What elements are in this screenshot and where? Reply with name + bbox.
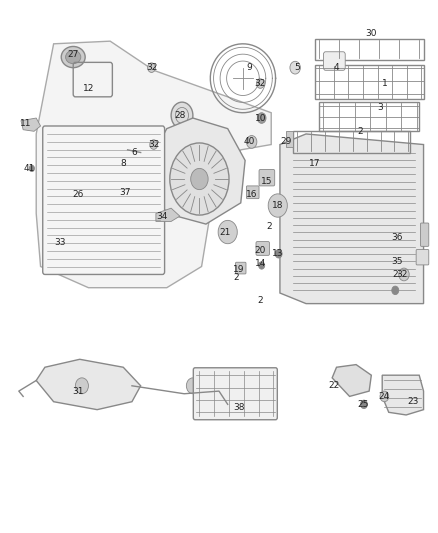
Text: 21: 21: [220, 228, 231, 237]
Polygon shape: [156, 208, 180, 221]
Circle shape: [218, 220, 237, 244]
Polygon shape: [149, 118, 245, 224]
Circle shape: [399, 268, 409, 281]
FancyBboxPatch shape: [256, 241, 269, 255]
FancyBboxPatch shape: [259, 169, 275, 186]
Bar: [319, 102, 419, 131]
Circle shape: [268, 194, 287, 217]
Text: 16: 16: [246, 190, 258, 199]
FancyBboxPatch shape: [416, 249, 429, 265]
Text: 24: 24: [379, 392, 390, 401]
Ellipse shape: [73, 180, 91, 209]
FancyBboxPatch shape: [323, 52, 345, 70]
Text: 1: 1: [381, 79, 387, 88]
Text: 8: 8: [120, 159, 126, 167]
Text: 29: 29: [281, 138, 292, 147]
Text: 13: 13: [272, 249, 283, 258]
FancyBboxPatch shape: [236, 262, 246, 274]
Circle shape: [247, 135, 257, 148]
Text: 35: 35: [392, 257, 403, 265]
Text: 25: 25: [357, 400, 368, 409]
Text: 20: 20: [254, 246, 266, 255]
Circle shape: [256, 79, 264, 88]
Text: 30: 30: [366, 29, 377, 38]
Text: 2: 2: [392, 270, 398, 279]
Text: 14: 14: [254, 260, 266, 268]
Text: 19: 19: [233, 265, 244, 273]
Text: 6: 6: [131, 148, 137, 157]
Ellipse shape: [61, 46, 85, 68]
Circle shape: [150, 140, 158, 149]
Polygon shape: [332, 365, 371, 397]
Text: 38: 38: [233, 402, 244, 411]
Text: 17: 17: [309, 159, 321, 167]
Circle shape: [75, 378, 88, 394]
Text: 37: 37: [120, 188, 131, 197]
Text: 2: 2: [358, 127, 363, 136]
Text: 32: 32: [148, 140, 159, 149]
Circle shape: [258, 262, 265, 269]
Text: 15: 15: [261, 177, 272, 186]
FancyBboxPatch shape: [193, 368, 277, 419]
Circle shape: [392, 286, 399, 295]
Text: 11: 11: [20, 119, 31, 128]
Polygon shape: [21, 118, 41, 131]
Text: 41: 41: [24, 164, 35, 173]
Bar: [115, 150, 136, 166]
Circle shape: [170, 143, 229, 215]
Polygon shape: [280, 134, 424, 304]
Text: 32: 32: [146, 63, 157, 72]
Text: 2: 2: [258, 296, 263, 305]
Text: 31: 31: [72, 386, 83, 395]
Text: 26: 26: [72, 190, 83, 199]
Text: 36: 36: [392, 233, 403, 242]
Text: 22: 22: [328, 381, 340, 390]
Text: 10: 10: [254, 114, 266, 123]
FancyBboxPatch shape: [117, 180, 138, 197]
Bar: [293, 131, 410, 152]
Ellipse shape: [66, 51, 81, 63]
Text: 40: 40: [244, 138, 255, 147]
Text: 32: 32: [254, 79, 266, 88]
Text: 9: 9: [247, 63, 252, 72]
Text: 34: 34: [157, 212, 168, 221]
Circle shape: [171, 102, 193, 128]
Circle shape: [360, 400, 367, 409]
Text: 4: 4: [334, 63, 339, 72]
Text: 3: 3: [377, 103, 383, 112]
Circle shape: [148, 63, 155, 72]
Text: 28: 28: [174, 111, 186, 120]
Text: 18: 18: [272, 201, 283, 210]
FancyBboxPatch shape: [43, 126, 165, 274]
Circle shape: [290, 61, 300, 74]
Text: 5: 5: [294, 63, 300, 72]
FancyBboxPatch shape: [247, 186, 259, 199]
Circle shape: [186, 378, 199, 394]
Circle shape: [191, 168, 208, 190]
Bar: [315, 65, 424, 100]
Text: 23: 23: [407, 397, 418, 406]
Circle shape: [257, 113, 266, 123]
Bar: [286, 131, 293, 147]
FancyBboxPatch shape: [420, 223, 429, 246]
Polygon shape: [382, 375, 424, 415]
Circle shape: [380, 391, 389, 402]
Text: 33: 33: [54, 238, 66, 247]
Text: 12: 12: [83, 84, 94, 93]
Polygon shape: [36, 41, 271, 288]
Polygon shape: [36, 359, 141, 410]
Text: 2: 2: [266, 222, 272, 231]
Text: 2: 2: [233, 272, 239, 281]
Text: 27: 27: [67, 50, 79, 59]
Text: 32: 32: [396, 270, 407, 279]
Circle shape: [29, 165, 35, 172]
Circle shape: [275, 249, 282, 258]
